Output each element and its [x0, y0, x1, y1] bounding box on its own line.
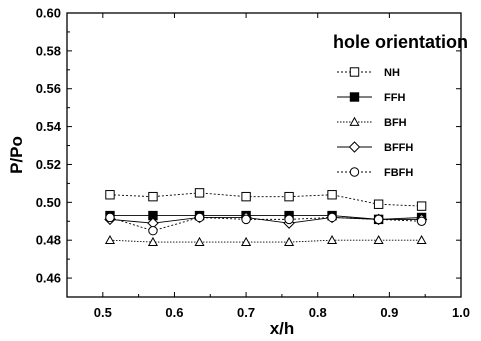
x-tick-label: 0.9	[380, 305, 398, 320]
point-marker	[416, 216, 427, 226]
point-marker	[241, 214, 251, 225]
point-marker	[327, 212, 337, 223]
legend-item-bffh: BFFH	[337, 141, 413, 154]
x-tick-label: 0.5	[94, 305, 112, 320]
point-marker	[105, 212, 115, 223]
legend-marker	[349, 167, 360, 177]
legend-marker	[348, 141, 361, 153]
point-marker	[148, 226, 158, 236]
legend-label: FBFH	[384, 167, 413, 179]
x-tick-label: 0.6	[165, 305, 183, 320]
x-tick-label: 1.0	[452, 305, 470, 320]
y-tick-label: 0.56	[36, 81, 61, 96]
point-marker	[105, 190, 115, 200]
x-tick-label: 0.7	[237, 305, 255, 320]
point-marker	[194, 236, 205, 246]
plot-frame	[66, 12, 462, 298]
plot-area: 0.5 0.6 0.7 0.8 0.9 1.0 0.46 0.48 0.50 0.52 0.54 0.…	[36, 6, 470, 321]
point-marker	[241, 191, 251, 202]
legend-label: FFH	[384, 92, 405, 104]
point-marker	[147, 236, 159, 246]
series-bfh	[104, 234, 427, 246]
legend-marker	[349, 116, 360, 126]
chart-marks	[104, 188, 428, 246]
series-fbfh	[105, 212, 427, 236]
series-nh	[105, 188, 427, 211]
legend-marker	[349, 67, 360, 77]
x-tick-label: 0.8	[309, 305, 327, 320]
y-tick-label: 0.58	[36, 43, 61, 58]
y-axis-title: P/Po	[7, 136, 26, 174]
point-marker	[373, 214, 384, 225]
y-tick-label: 0.52	[36, 157, 61, 172]
point-marker	[284, 236, 295, 246]
point-marker	[416, 201, 427, 211]
y-tick-label: 0.46	[36, 271, 61, 286]
series-line	[109, 192, 422, 207]
point-marker	[327, 234, 338, 245]
point-marker	[327, 190, 337, 200]
legend: hole orientation NH FFH BFH BFFH FBFH	[333, 32, 468, 179]
point-marker	[416, 234, 427, 245]
legend-title: hole orientation	[333, 32, 468, 52]
legend-item-fbfh: FBFH	[337, 167, 413, 179]
legend-marker	[349, 92, 360, 102]
point-marker	[284, 214, 294, 225]
point-marker	[373, 234, 384, 245]
legend-item-ffh: FFH	[337, 92, 405, 104]
legend-label: BFH	[384, 117, 407, 129]
point-marker	[373, 199, 384, 209]
y-tick-label: 0.54	[36, 119, 62, 134]
y-tick-label: 0.50	[36, 195, 61, 210]
point-marker	[104, 234, 116, 245]
series-line	[109, 217, 422, 232]
y-tick-label: 0.60	[36, 6, 61, 21]
x-axis-title: x/h	[270, 319, 295, 338]
point-marker	[241, 236, 252, 246]
point-marker	[284, 191, 294, 202]
point-marker	[148, 191, 158, 202]
y-tick-label: 0.48	[36, 233, 61, 248]
legend-item-bfh: BFH	[337, 116, 407, 129]
legend-item-nh: NH	[337, 67, 400, 79]
legend-label: NH	[384, 67, 400, 79]
legend-label: BFFH	[384, 142, 413, 154]
point-marker	[194, 188, 205, 198]
point-marker	[194, 212, 205, 223]
